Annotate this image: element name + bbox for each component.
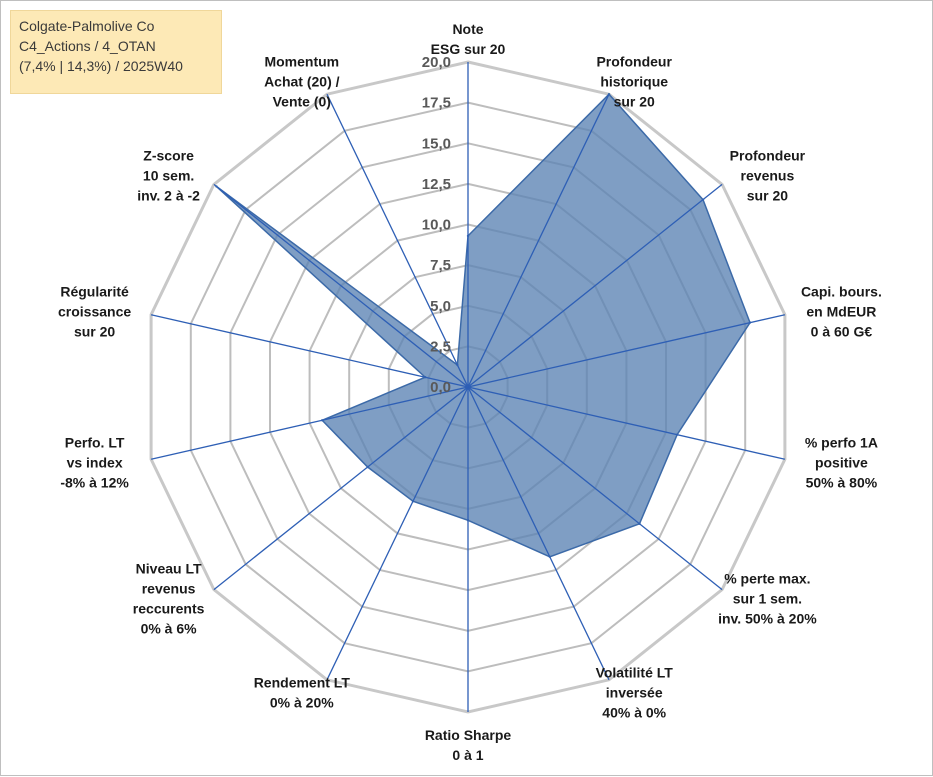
spoke-9 <box>213 386 469 591</box>
axis-label-line: historique <box>600 74 668 90</box>
axis-label-line: 0% à 20% <box>270 694 334 710</box>
axis-label-line: reccurents <box>133 600 205 616</box>
info-line-1: Colgate-Palmolive Co <box>19 18 155 34</box>
spoke-1 <box>467 93 610 388</box>
axis-label-line: Ratio Sharpe <box>425 727 512 743</box>
axis-label-line: sur 20 <box>74 324 115 340</box>
axis-label-line: ESG sur 20 <box>431 41 506 57</box>
r-tick-label-5: 12,5 <box>422 176 451 193</box>
r-tick-label-6: 15,0 <box>422 135 451 152</box>
r-tick-label-7: 17,5 <box>422 95 451 112</box>
axis-label-5: % perte max. sur 1 sem. inv. 50% à 20% <box>718 570 817 626</box>
axis-label-line: Perfo. LT <box>65 434 125 450</box>
axis-label-line: 50% à 80% <box>806 474 878 490</box>
axis-label-line: Niveau LT <box>136 560 202 576</box>
axis-label-line: Volatilité LT <box>596 664 674 680</box>
axis-label-line: positive <box>815 454 868 470</box>
axis-label-line: inv. 2 à -2 <box>137 188 200 204</box>
axis-label-line: sur 1 sem. <box>733 590 802 606</box>
axis-label-line: inversée <box>606 684 663 700</box>
axis-label-line: 0 à 1 <box>452 747 483 763</box>
axis-label-line: 0% à 6% <box>141 620 198 636</box>
spoke-4 <box>467 386 786 460</box>
spoke-5 <box>467 386 723 591</box>
r-tick-label-0: 0,0 <box>430 379 451 396</box>
axis-label-8: Rendement LT 0% à 20% <box>254 674 351 710</box>
spoke-8 <box>326 386 469 681</box>
axis-label-line: % perte max. <box>724 570 810 586</box>
axis-label-line: Capi. bours. <box>801 284 882 300</box>
axis-label-13: Momentum Achat (20) / Vente (0) <box>264 54 340 110</box>
axis-label-12: Z-score 10 sem. inv. 2 à -2 <box>137 148 200 204</box>
axis-label-line: Rendement LT <box>254 674 351 690</box>
axis-label-line: Régularité <box>60 284 129 300</box>
axis-label-line: 0 à 60 G€ <box>811 324 873 340</box>
spoke-12 <box>213 183 469 388</box>
axis-label-line: vs index <box>67 454 123 470</box>
axis-label-line: Profondeur <box>596 54 672 70</box>
spoke-3 <box>467 314 786 388</box>
axis-label-line: Profondeur <box>730 148 806 164</box>
axis-label-3: Capi. bours. en MdEUR 0 à 60 G€ <box>801 284 882 340</box>
spoke-11 <box>150 314 469 388</box>
axis-label-line: 10 sem. <box>143 168 194 184</box>
r-tick-label-3: 7,5 <box>430 257 451 274</box>
spoke-10 <box>150 386 469 460</box>
axis-label-line: croissance <box>58 304 131 320</box>
axis-label-1: Profondeur historique sur 20 <box>596 54 672 110</box>
r-tick-label-2: 5,0 <box>430 298 451 315</box>
spoke-2 <box>467 183 723 388</box>
axis-label-line: % perfo 1A <box>805 434 878 450</box>
axis-label-line: 40% à 0% <box>602 704 666 720</box>
info-line-3: (7,4% | 14,3%) / 2025W40 <box>19 58 183 74</box>
axis-label-line: revenus <box>741 168 795 184</box>
axis-label-line: Z-score <box>143 148 194 164</box>
axis-label-6: Volatilité LT inversée 40% à 0% <box>596 664 674 720</box>
axis-label-0: Note ESG sur 20 <box>431 21 506 57</box>
spoke-13 <box>326 93 469 388</box>
axis-label-9: Niveau LT revenus reccurents 0% à 6% <box>133 560 205 636</box>
r-tick-label-1: 2,5 <box>430 338 451 355</box>
axis-label-line: Momentum <box>264 54 339 70</box>
axis-label-4: % perfo 1A positive 50% à 80% <box>805 434 878 490</box>
axis-label-line: en MdEUR <box>806 304 876 320</box>
r-tick-label-8: 20,0 <box>422 54 451 71</box>
axis-label-7: Ratio Sharpe 0 à 1 <box>425 727 512 763</box>
axis-label-line: sur 20 <box>747 188 788 204</box>
axis-label-line: sur 20 <box>614 94 655 110</box>
axis-label-2: Profondeur revenus sur 20 <box>730 148 806 204</box>
axis-label-line: inv. 50% à 20% <box>718 610 817 626</box>
spoke-6 <box>467 386 610 681</box>
axis-label-line: Achat (20) / <box>264 74 340 90</box>
axis-label-line: revenus <box>142 580 196 596</box>
info-line-2: C4_Actions / 4_OTAN <box>19 38 156 54</box>
axis-label-11: Régularité croissance sur 20 <box>58 284 131 340</box>
axis-label-line: -8% à 12% <box>60 474 129 490</box>
info-box: Colgate-Palmolive Co C4_Actions / 4_OTAN… <box>10 10 222 94</box>
axis-label-10: Perfo. LT vs index -8% à 12% <box>60 434 129 490</box>
axis-label-line: Note <box>452 21 483 37</box>
axis-label-line: Vente (0) <box>273 94 331 110</box>
r-tick-label-4: 10,0 <box>422 217 451 234</box>
